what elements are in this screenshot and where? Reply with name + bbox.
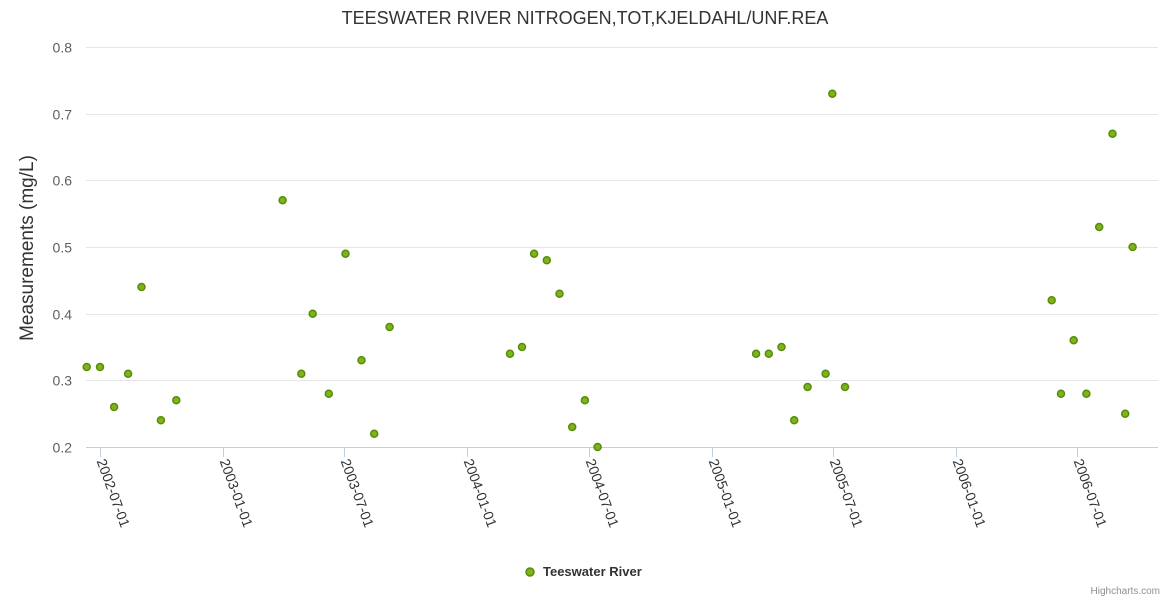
data-point[interactable] [1047, 296, 1056, 305]
data-point[interactable] [95, 362, 105, 372]
data-point[interactable] [82, 362, 91, 372]
data-point[interactable] [1082, 389, 1091, 398]
legend-item-label[interactable]: Teeswater River [543, 564, 642, 579]
y-tick-label: 0.7 [53, 107, 73, 123]
data-point[interactable] [840, 382, 850, 392]
data-point[interactable] [123, 369, 133, 378]
data-point[interactable] [764, 349, 774, 358]
data-point[interactable] [828, 89, 837, 98]
legend-marker [525, 567, 535, 577]
data-point[interactable] [751, 349, 761, 358]
data-point[interactable] [777, 342, 786, 352]
data-point[interactable] [369, 429, 379, 438]
data-point[interactable] [156, 416, 166, 425]
legend[interactable]: Teeswater River [525, 564, 642, 579]
y-tick-label: 0.5 [53, 240, 73, 256]
data-point[interactable] [357, 356, 366, 365]
data-point[interactable] [341, 249, 350, 258]
data-point[interactable] [297, 369, 306, 378]
data-point[interactable] [803, 382, 812, 392]
credits-link[interactable]: Highcharts.com [1091, 586, 1160, 597]
data-point[interactable] [278, 196, 287, 205]
data-point[interactable] [1069, 336, 1078, 345]
data-point[interactable] [308, 309, 317, 318]
y-tick-label: 0.6 [53, 173, 73, 189]
series-teeswater-river[interactable] [82, 89, 1137, 452]
data-point[interactable] [505, 349, 515, 358]
data-point[interactable] [1056, 389, 1066, 398]
data-point[interactable] [1108, 129, 1117, 138]
chart-title: TEESWATER RIVER NITROGEN,TOT,KJELDAHL/UN… [342, 8, 829, 28]
y-axis: 0.2 0.3 0.4 0.5 0.6 0.7 0.8 [53, 40, 73, 456]
data-point[interactable] [385, 322, 394, 332]
y-tick-label: 0.8 [53, 40, 73, 56]
gridlines [86, 47, 1158, 381]
data-point[interactable] [567, 422, 577, 432]
data-point[interactable] [593, 442, 602, 452]
data-point[interactable] [109, 402, 119, 412]
data-point[interactable] [172, 396, 181, 405]
data-point[interactable] [789, 416, 799, 425]
data-point[interactable] [555, 289, 564, 298]
data-point[interactable] [517, 342, 527, 352]
data-point[interactable] [1120, 409, 1130, 418]
y-tick-label: 0.4 [53, 307, 73, 323]
y-tick-label: 0.3 [53, 373, 73, 389]
data-point[interactable] [137, 282, 146, 292]
data-point[interactable] [542, 256, 552, 265]
data-point[interactable] [1094, 222, 1104, 232]
data-point[interactable] [324, 389, 334, 398]
y-axis-label: Measurements (mg/L) [17, 155, 38, 341]
data-point[interactable] [821, 369, 830, 378]
data-point[interactable] [529, 249, 539, 258]
data-point[interactable] [1128, 242, 1137, 252]
y-tick-label: 0.2 [53, 440, 73, 456]
data-point[interactable] [580, 396, 590, 405]
